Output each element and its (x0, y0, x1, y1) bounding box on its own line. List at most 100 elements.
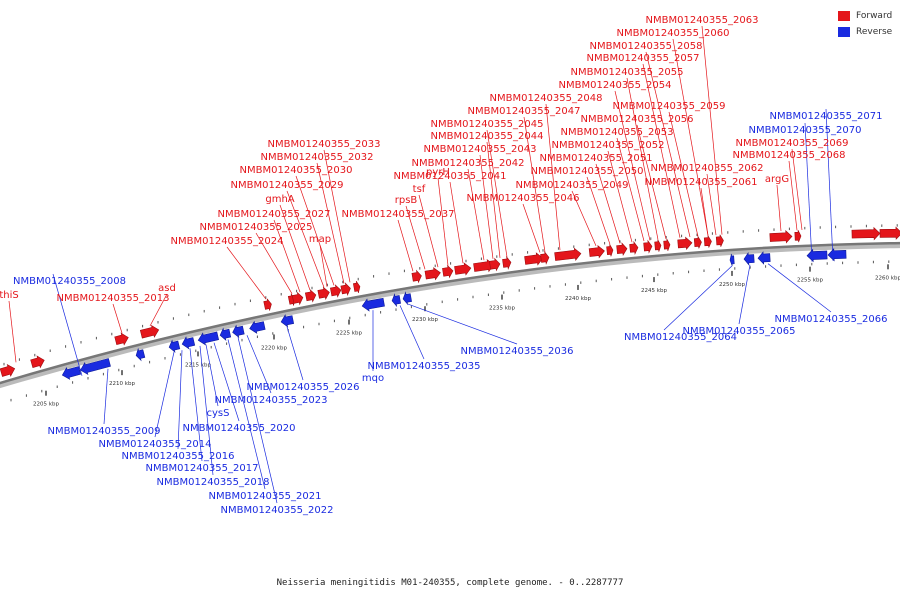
gene-label: NMBM01240355_2026 (247, 382, 360, 393)
gene-connector-line (8, 300, 17, 363)
gene-connector-line (479, 154, 494, 259)
gene-label: NMBM01240355_2025 (200, 222, 313, 233)
reverse-gene-arrow (402, 291, 412, 306)
gene-connector-line (405, 205, 426, 270)
tick-label: 2240 kbp (565, 296, 591, 302)
tick-label: 2230 kbp (412, 317, 438, 323)
tick-label: 2215 kbp (185, 362, 211, 368)
gene-connector-line (399, 305, 425, 360)
gene-connector-line (227, 339, 266, 490)
gene-label: mqo (362, 373, 384, 384)
gene-label: NMBM01240355_2043 (424, 144, 537, 155)
gene-connector-line (595, 163, 621, 244)
reverse-gene-arrow (61, 366, 82, 380)
forward-gene-arrow (30, 355, 45, 369)
gene-label: NMBM01240355_2020 (183, 423, 296, 434)
gene-connector-line (701, 25, 723, 235)
tick-label: 2250 kbp (719, 282, 745, 288)
gene-label: NMBM01240355_2061 (645, 177, 758, 188)
gene-label: NMBM01240355_2050 (531, 166, 644, 177)
gene-label: NMBM01240355_2045 (431, 119, 544, 130)
gene-connector-line (668, 111, 699, 237)
gene-connector-line (571, 190, 597, 247)
gene-label: NMBM01240355_2044 (431, 131, 544, 142)
gene-connector-line (103, 368, 109, 425)
forward-gene-arrow (329, 284, 342, 298)
forward-gene-arrow (643, 239, 653, 254)
gene-label: NMBM01240355_2054 (559, 80, 672, 91)
forward-gene-arrow (654, 239, 662, 252)
forward-gene-arrow (139, 324, 160, 339)
gene-label: NMBM01240355_2036 (461, 346, 574, 357)
forward-gene-arrow (114, 332, 129, 346)
gene-connector-line (738, 264, 751, 325)
tick-label: 2220 kbp (261, 345, 287, 351)
gene-connector-line (255, 232, 293, 294)
gene-label: gmhA (265, 194, 294, 205)
gene-label: NMBM01240355_2066 (775, 314, 888, 325)
gene-label: NMBM01240355_2032 (261, 152, 374, 163)
forward-gene-arrow (442, 264, 454, 279)
gene-connector-line (700, 187, 709, 236)
gene-label: NMBM01240355_2008 (13, 276, 126, 287)
gene-label: NMBM01240355_2030 (240, 165, 353, 176)
gene-label: NMBM01240355_2071 (770, 111, 883, 122)
tick-label: 2255 kbp (797, 278, 823, 284)
forward-gene-arrow (540, 250, 550, 265)
gene-label: cysS (207, 408, 230, 419)
gene-connector-line (213, 342, 240, 422)
legend-reverse-label: Reverse (856, 27, 893, 37)
gene-connector-line (523, 116, 546, 252)
legend: Forward Reverse (838, 9, 892, 41)
gene-label: pyrH (426, 167, 450, 178)
gene-label: NMBM01240355_2037 (342, 209, 455, 220)
gene-label: NMBM01240355_2065 (683, 326, 796, 337)
gene-connector-line (586, 176, 611, 245)
gene-connector-line (672, 38, 709, 236)
gene-connector-line (154, 352, 175, 438)
gene-connector-line (112, 303, 123, 334)
gene-connector-line (449, 181, 464, 264)
reverse-gene-arrow (168, 339, 181, 353)
gene-label: NMBM01240355_2058 (590, 41, 703, 52)
reverse-gene-arrow (729, 253, 735, 267)
tick-layer: 2205 kbp 2210 kbp 2215 kbp 2220 kbp 2225 kbp… (3, 224, 900, 408)
gene-label: NMBM01240355_2057 (587, 53, 700, 64)
gene-label: NMBM01240355_2052 (552, 140, 665, 151)
gene-connector-line (614, 90, 651, 241)
gene-label: NMBM01240355_2022 (221, 505, 334, 516)
reverse-gene-arrow (232, 324, 245, 338)
reverse-swatch (838, 27, 850, 37)
gene-label: NMBM01240355_2046 (467, 193, 580, 204)
gene-connector-line (52, 273, 83, 376)
gene-label: NMBM01240355_2069 (736, 138, 849, 149)
gene-label: NMBM01240355_2048 (490, 93, 603, 104)
gene-connector-line (295, 175, 335, 286)
backbone-curve-shadow (0, 242, 900, 389)
reverse-gene-arrow (249, 320, 266, 334)
gene-connector-line (189, 348, 203, 462)
gene-connector-line (279, 204, 311, 291)
gene-connector-line (467, 168, 485, 261)
forward-gene-arrow (291, 291, 304, 306)
gene-label: thiS (0, 290, 19, 301)
gene-connector-line (791, 148, 803, 231)
forward-gene-arrow (554, 247, 582, 261)
gene-connector-line (804, 122, 813, 262)
forward-gene-arrow (663, 238, 671, 251)
gene-label: NMBM01240355_2051 (540, 153, 653, 164)
gene-label: NMBM01240355_2033 (268, 139, 381, 150)
gene-label: NMBM01240355_2060 (617, 28, 730, 39)
gene-connector-line (226, 246, 267, 300)
reverse-gene-arrow (135, 347, 146, 362)
tick-label: 2225 kbp (336, 331, 362, 337)
gene-label: NMBM01240355_2042 (412, 158, 525, 169)
gene-connector-line (616, 137, 645, 242)
gene-label: NMBM01240355_2014 (99, 439, 212, 450)
forward-gene-arrow (263, 298, 272, 311)
forward-gene-arrow (489, 257, 501, 272)
gene-connector-line (607, 150, 633, 243)
forward-gene-arrow (0, 364, 16, 377)
gene-connector-line (788, 160, 798, 231)
